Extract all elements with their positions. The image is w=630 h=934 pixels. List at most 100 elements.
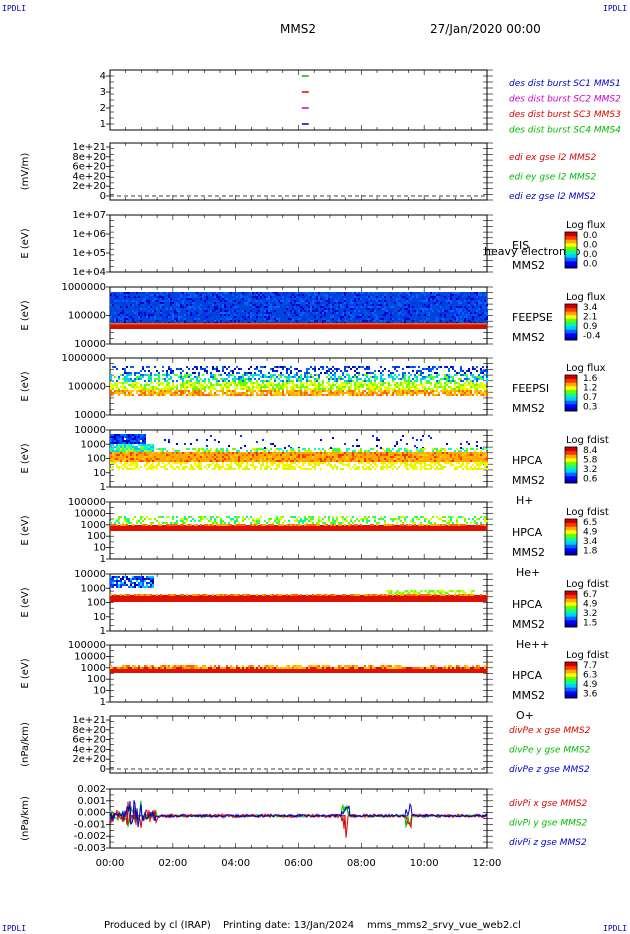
colorbar-tick-feepse-1: 2.1 xyxy=(583,313,597,323)
ylabel-eis: E (eV) xyxy=(20,228,31,258)
divpi-traces xyxy=(109,800,488,838)
species-label-hpca_he: He+ xyxy=(516,566,540,579)
instrument-label-hpca_o: HPCA xyxy=(512,669,543,682)
ytick-feepsi-2: 10000 xyxy=(74,410,106,421)
colorbar-title-hpca_he: Log fdist xyxy=(566,507,609,518)
legend-divpi-0: divPi x gse MMS2 xyxy=(509,799,588,809)
colorbar-tick-feepsi-0: 1.6 xyxy=(583,374,598,384)
legend-divpi-2: divPi z gse MMS2 xyxy=(509,838,587,848)
colorbar-tick-hpca_hepp-0: 6.7 xyxy=(583,590,597,600)
ytick-hpca_he-4: 10 xyxy=(93,543,106,554)
ylabel-feepse: E (eV) xyxy=(20,300,31,330)
ytick-edi-5: 0 xyxy=(100,191,106,202)
ytick-burst-0: 4 xyxy=(100,71,106,82)
instrument-label-feepsi: FEEPSI xyxy=(512,382,549,395)
spacecraft-label-eis: MMS2 xyxy=(512,259,545,272)
date-title: 27/Jan/2020 00:00 xyxy=(430,22,541,36)
colorbar-tick-hpca_he-1: 4.9 xyxy=(583,528,598,538)
ytick-hpca_o-3: 100 xyxy=(87,674,106,685)
legend-divpe-0: divPe x gse MMS2 xyxy=(509,726,591,736)
ytick-feepse-0: 1000000 xyxy=(61,282,106,293)
legend-edi-2: edi ez gse l2 MMS2 xyxy=(509,192,596,202)
ytick-divpe-1: 8e+20 xyxy=(72,725,106,736)
footer-printing-date: Printing date: 13/Jan/2024 xyxy=(223,920,355,931)
ytick-divpe-2: 6e+20 xyxy=(72,735,106,746)
spectrogram-hpca_he xyxy=(110,516,488,531)
ytick-hpca_hepp-0: 10000 xyxy=(74,569,106,580)
colorbar-tick-hpca_h-3: 0.6 xyxy=(583,475,598,485)
ytick-divpe-3: 4e+20 xyxy=(72,744,106,755)
legend-divpe-2: divPe z gse MMS2 xyxy=(509,765,590,775)
panel-divpi xyxy=(106,788,493,849)
corner-mark-top-right: IPDLI xyxy=(603,4,628,13)
legend-burst-0: des dist burst SC1 MMS1 xyxy=(509,79,621,89)
colorbar-tick-hpca_he-3: 1.8 xyxy=(583,547,598,557)
colorbar-tick-hpca_h-1: 5.8 xyxy=(583,456,598,466)
instrument-label-hpca_h: HPCA xyxy=(512,454,543,467)
colorbar-tick-hpca_hepp-2: 3.2 xyxy=(583,609,597,619)
colorbar-title-hpca_hepp: Log fdist xyxy=(566,579,609,590)
colorbar-hpca_o xyxy=(564,661,578,699)
ytick-hpca_hepp-4: 1 xyxy=(100,626,106,637)
legend-burst-1: des dist burst SC2 MMS2 xyxy=(509,95,621,105)
ytick-hpca_o-5: 1 xyxy=(100,697,106,708)
colorbar-tick-feepsi-3: 0.3 xyxy=(583,403,597,413)
species-label-hpca_hepp: He++ xyxy=(516,638,549,651)
xtick-1: 02:00 xyxy=(158,858,187,869)
colorbar-tick-feepse-0: 3.4 xyxy=(583,303,598,313)
ytick-hpca_hepp-2: 100 xyxy=(87,598,106,609)
spacecraft-label-hpca_hepp: MMS2 xyxy=(512,618,545,631)
ytick-eis-3: 1e+04 xyxy=(72,267,106,278)
ytick-hpca_h-1: 1000 xyxy=(81,439,106,450)
ytick-feepsi-1: 100000 xyxy=(68,382,106,393)
colorbar-hpca_h xyxy=(564,446,578,484)
legend-burst-2: des dist burst SC3 MMS3 xyxy=(509,110,621,120)
colorbar-tick-hpca_o-2: 4.9 xyxy=(583,680,598,690)
spacecraft-label-feepsi: MMS2 xyxy=(512,402,545,415)
corner-mark-bottom-right: IPDLI xyxy=(603,924,628,933)
ytick-hpca_h-3: 10 xyxy=(93,468,106,479)
ylabel-divpi: (nPa/km) xyxy=(20,796,31,841)
ytick-feepse-1: 100000 xyxy=(68,311,106,322)
panel-burst xyxy=(106,69,493,131)
colorbar-tick-eis-0: 0.0 xyxy=(583,231,598,241)
colorbar-tick-hpca_he-2: 3.4 xyxy=(583,537,598,547)
ytick-feepse-2: 10000 xyxy=(74,339,106,350)
colorbar-feepse xyxy=(564,303,578,341)
colorbar-tick-eis-3: 0.0 xyxy=(583,260,598,270)
colorbar-title-feepse: Log flux xyxy=(566,292,606,303)
colorbar-title-hpca_o: Log fdist xyxy=(566,650,609,661)
ytick-edi-2: 6e+20 xyxy=(72,162,106,173)
legend-divpi-1: divPi y gse MMS2 xyxy=(509,819,588,829)
ytick-hpca_hepp-3: 10 xyxy=(93,612,106,623)
spacecraft-label-hpca_he: MMS2 xyxy=(512,546,545,559)
colorbar-tick-feepse-2: 0.9 xyxy=(583,322,598,332)
ylabel-hpca_hepp: E (eV) xyxy=(20,587,31,617)
footer-filename: mms_mms2_srvy_vue_web2.cl xyxy=(367,920,521,931)
colorbar-hpca_hepp xyxy=(564,590,578,628)
colorbar-title-hpca_h: Log fdist xyxy=(566,435,609,446)
spectrogram-hpca_o xyxy=(110,665,488,673)
multi-panel-chart: 4 3 2 1 des dist burst SC1 MMS1 des dist burs… xyxy=(20,69,621,869)
colorbar-title-eis: Log flux xyxy=(566,220,606,231)
ytick-hpca_he-0: 100000 xyxy=(68,497,106,508)
ytick-hpca_h-2: 100 xyxy=(87,454,106,465)
legend-edi-0: edi ex gse l2 MMS2 xyxy=(509,153,596,163)
xtick-2: 04:00 xyxy=(221,858,250,869)
ytick-hpca_h-0: 10000 xyxy=(74,425,106,436)
ylabel-feepsi: E (eV) xyxy=(20,371,31,401)
ytick-burst-2: 2 xyxy=(100,103,106,114)
panel-feepse xyxy=(106,286,493,345)
spacecraft-title: MMS2 xyxy=(280,22,316,36)
panel-eis xyxy=(106,214,493,273)
corner-mark-bottom-left: IPDLI xyxy=(2,924,27,933)
legend-edi-1: edi ey gse l2 MMS2 xyxy=(509,173,596,183)
ytick-divpe-4: 2e+20 xyxy=(72,754,106,765)
spectrogram-hpca_hepp xyxy=(110,576,488,602)
ylabel-hpca_h: E (eV) xyxy=(20,443,31,473)
instrument-label-hpca_he: HPCA xyxy=(512,526,543,539)
ytick-hpca_h-4: 1 xyxy=(100,482,106,493)
colorbar-hpca_he xyxy=(564,518,578,556)
ytick-burst-3: 1 xyxy=(100,119,106,130)
instrument-label-eis: EIS xyxy=(512,239,529,252)
